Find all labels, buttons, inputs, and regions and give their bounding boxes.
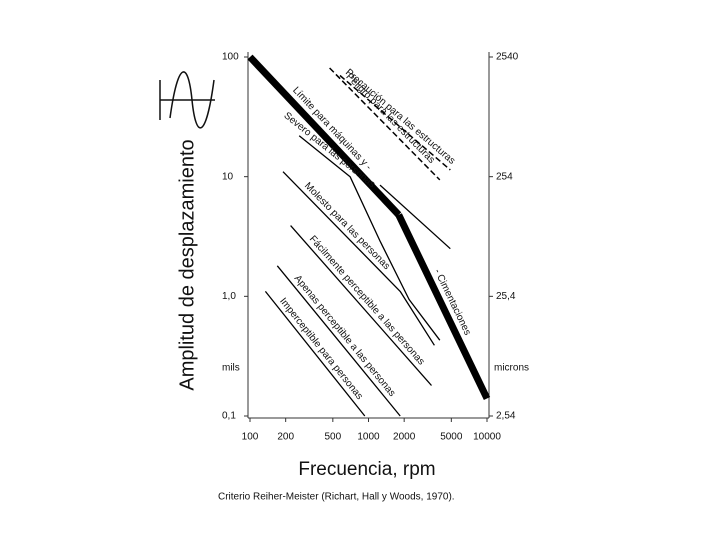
series-line (395, 213, 491, 401)
x-tick-label: 100 (242, 432, 259, 443)
caption: Criterio Reiher-Meister (Richart, Hall y… (218, 492, 455, 503)
series-line (276, 265, 401, 417)
series-line (298, 135, 441, 341)
y2-tick-label: 254 (496, 171, 513, 182)
x-tick-label: 1000 (357, 432, 380, 443)
x-title: Frecuencia, rpm (298, 459, 435, 480)
series-line (290, 225, 432, 386)
y2-unit: microns (494, 363, 529, 374)
y-unit: mils (222, 363, 240, 374)
x-tick-label: 2000 (393, 432, 416, 443)
series-line (282, 171, 435, 346)
y-tick-label: 0,1 (222, 411, 236, 422)
series-line (329, 67, 441, 181)
y2-tick-label: 2540 (496, 52, 519, 63)
y-tick-label: 100 (222, 52, 239, 63)
x-tick-label: 5000 (440, 432, 463, 443)
y2-tick-label: 25,4 (496, 291, 516, 302)
y-title: Amplitud de desplazamiento (176, 139, 198, 390)
series-line (247, 54, 402, 218)
x-tick-label: 500 (324, 432, 341, 443)
y-tick-label: 1,0 (222, 291, 236, 302)
series-line (339, 74, 451, 171)
series-line (379, 184, 451, 250)
x-tick-label: 200 (277, 432, 294, 443)
x-tick-label: 10000 (473, 432, 501, 443)
y2-tick-label: 2,54 (496, 411, 516, 422)
series-line (264, 290, 366, 417)
y-tick-label: 10 (222, 171, 234, 182)
wave-icon (159, 71, 215, 129)
